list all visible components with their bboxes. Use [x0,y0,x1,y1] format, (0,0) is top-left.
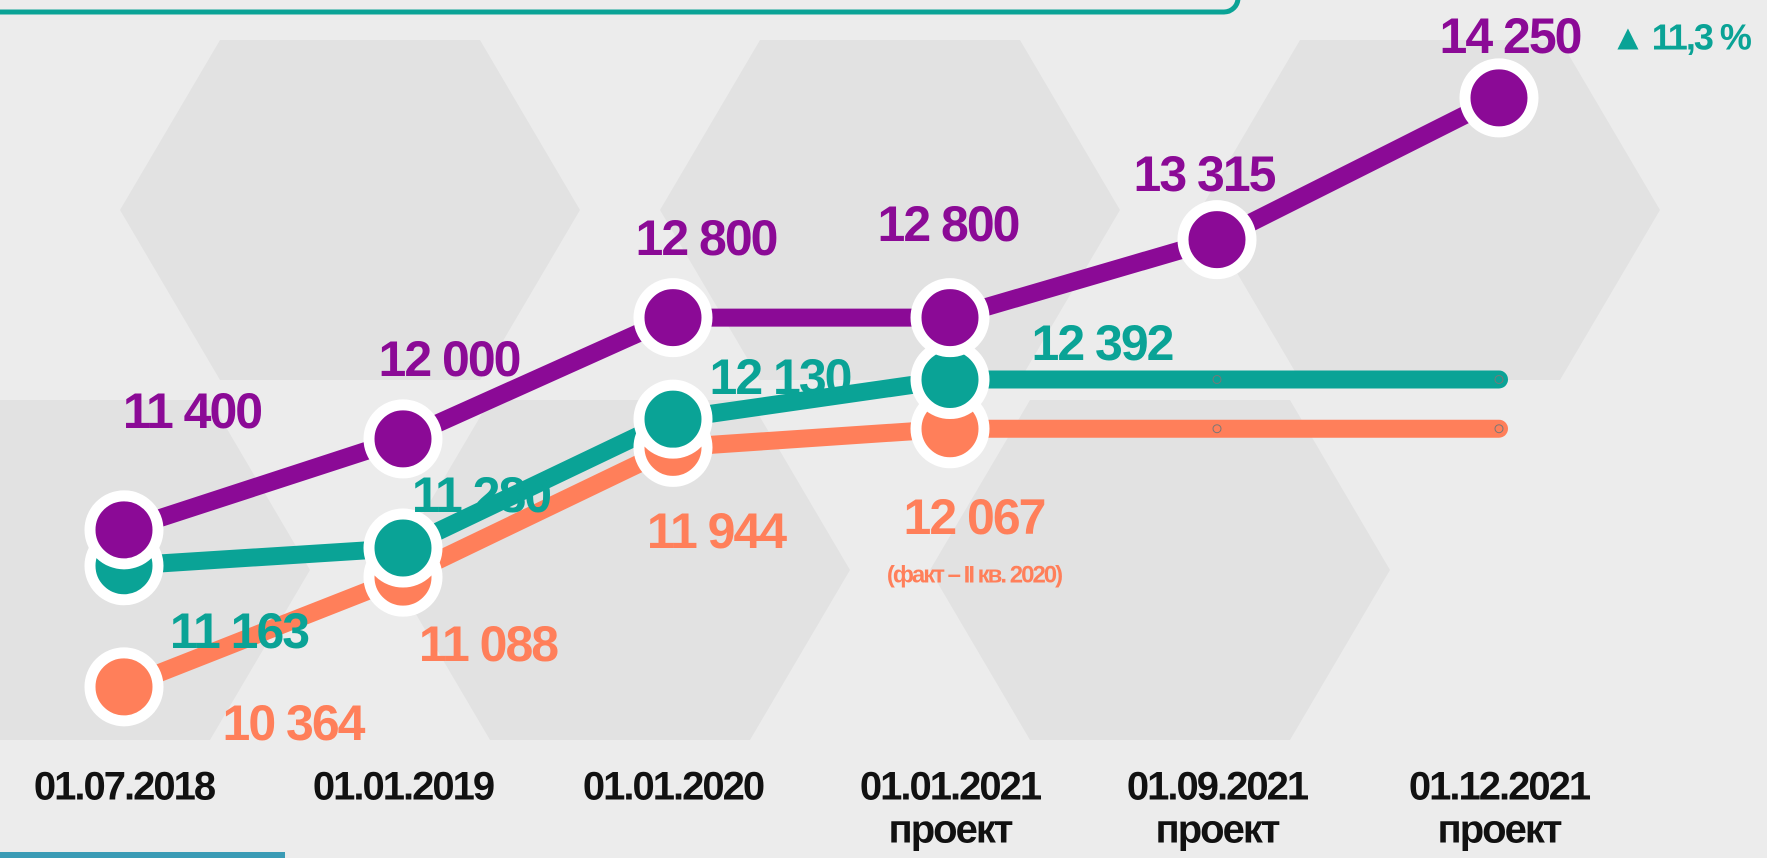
value-label: 11 088 [419,616,558,672]
x-tick-note: проект [1156,808,1280,852]
annotation: ▲ 11,3 % [1610,17,1752,58]
x-tick-label: 01.01.2019 [313,765,494,809]
series-line [115,370,1508,575]
value-label: 11 944 [647,503,787,559]
x-tick-label: 01.07.2018 [34,765,216,809]
x-tick-label: 01.12.2021 [1409,765,1591,809]
bottom-bar [0,852,285,858]
value-label: 11 163 [170,603,308,659]
value-label: 12 000 [379,331,520,387]
data-point [1459,58,1539,138]
data-point [363,508,443,588]
series-line [115,88,1508,539]
x-tick-label: 01.01.2021 [860,765,1042,809]
data-point [1177,200,1257,280]
x-tick-note: проект [889,808,1013,852]
value-label: 12 130 [710,349,851,405]
data-point [910,278,990,358]
value-label: 12 067 [904,489,1045,545]
data-point [633,379,713,459]
data-point [1212,374,1222,384]
data-point [1212,424,1222,434]
data-point [84,490,164,570]
x-tick-label: 01.09.2021 [1127,765,1309,809]
x-tick-label: 01.01.2020 [583,765,764,809]
series-line [115,419,1508,696]
top-frame [0,0,1241,15]
data-point [363,399,443,479]
data-point [1494,374,1504,384]
value-label: 12 800 [878,196,1019,252]
data-point [84,647,164,727]
value-label: 11 400 [123,383,261,439]
value-label: 12 800 [636,210,777,266]
annotation: (факт – II кв. 2020) [887,561,1062,588]
value-label: 14 250 [1440,8,1581,64]
data-point [1494,424,1504,434]
value-label: 13 315 [1134,146,1276,202]
value-label: 11 280 [412,467,550,523]
data-point [633,278,713,358]
value-label: 12 392 [1032,315,1173,371]
x-tick-note: проект [1438,808,1562,852]
value-label: 10 364 [223,695,366,751]
